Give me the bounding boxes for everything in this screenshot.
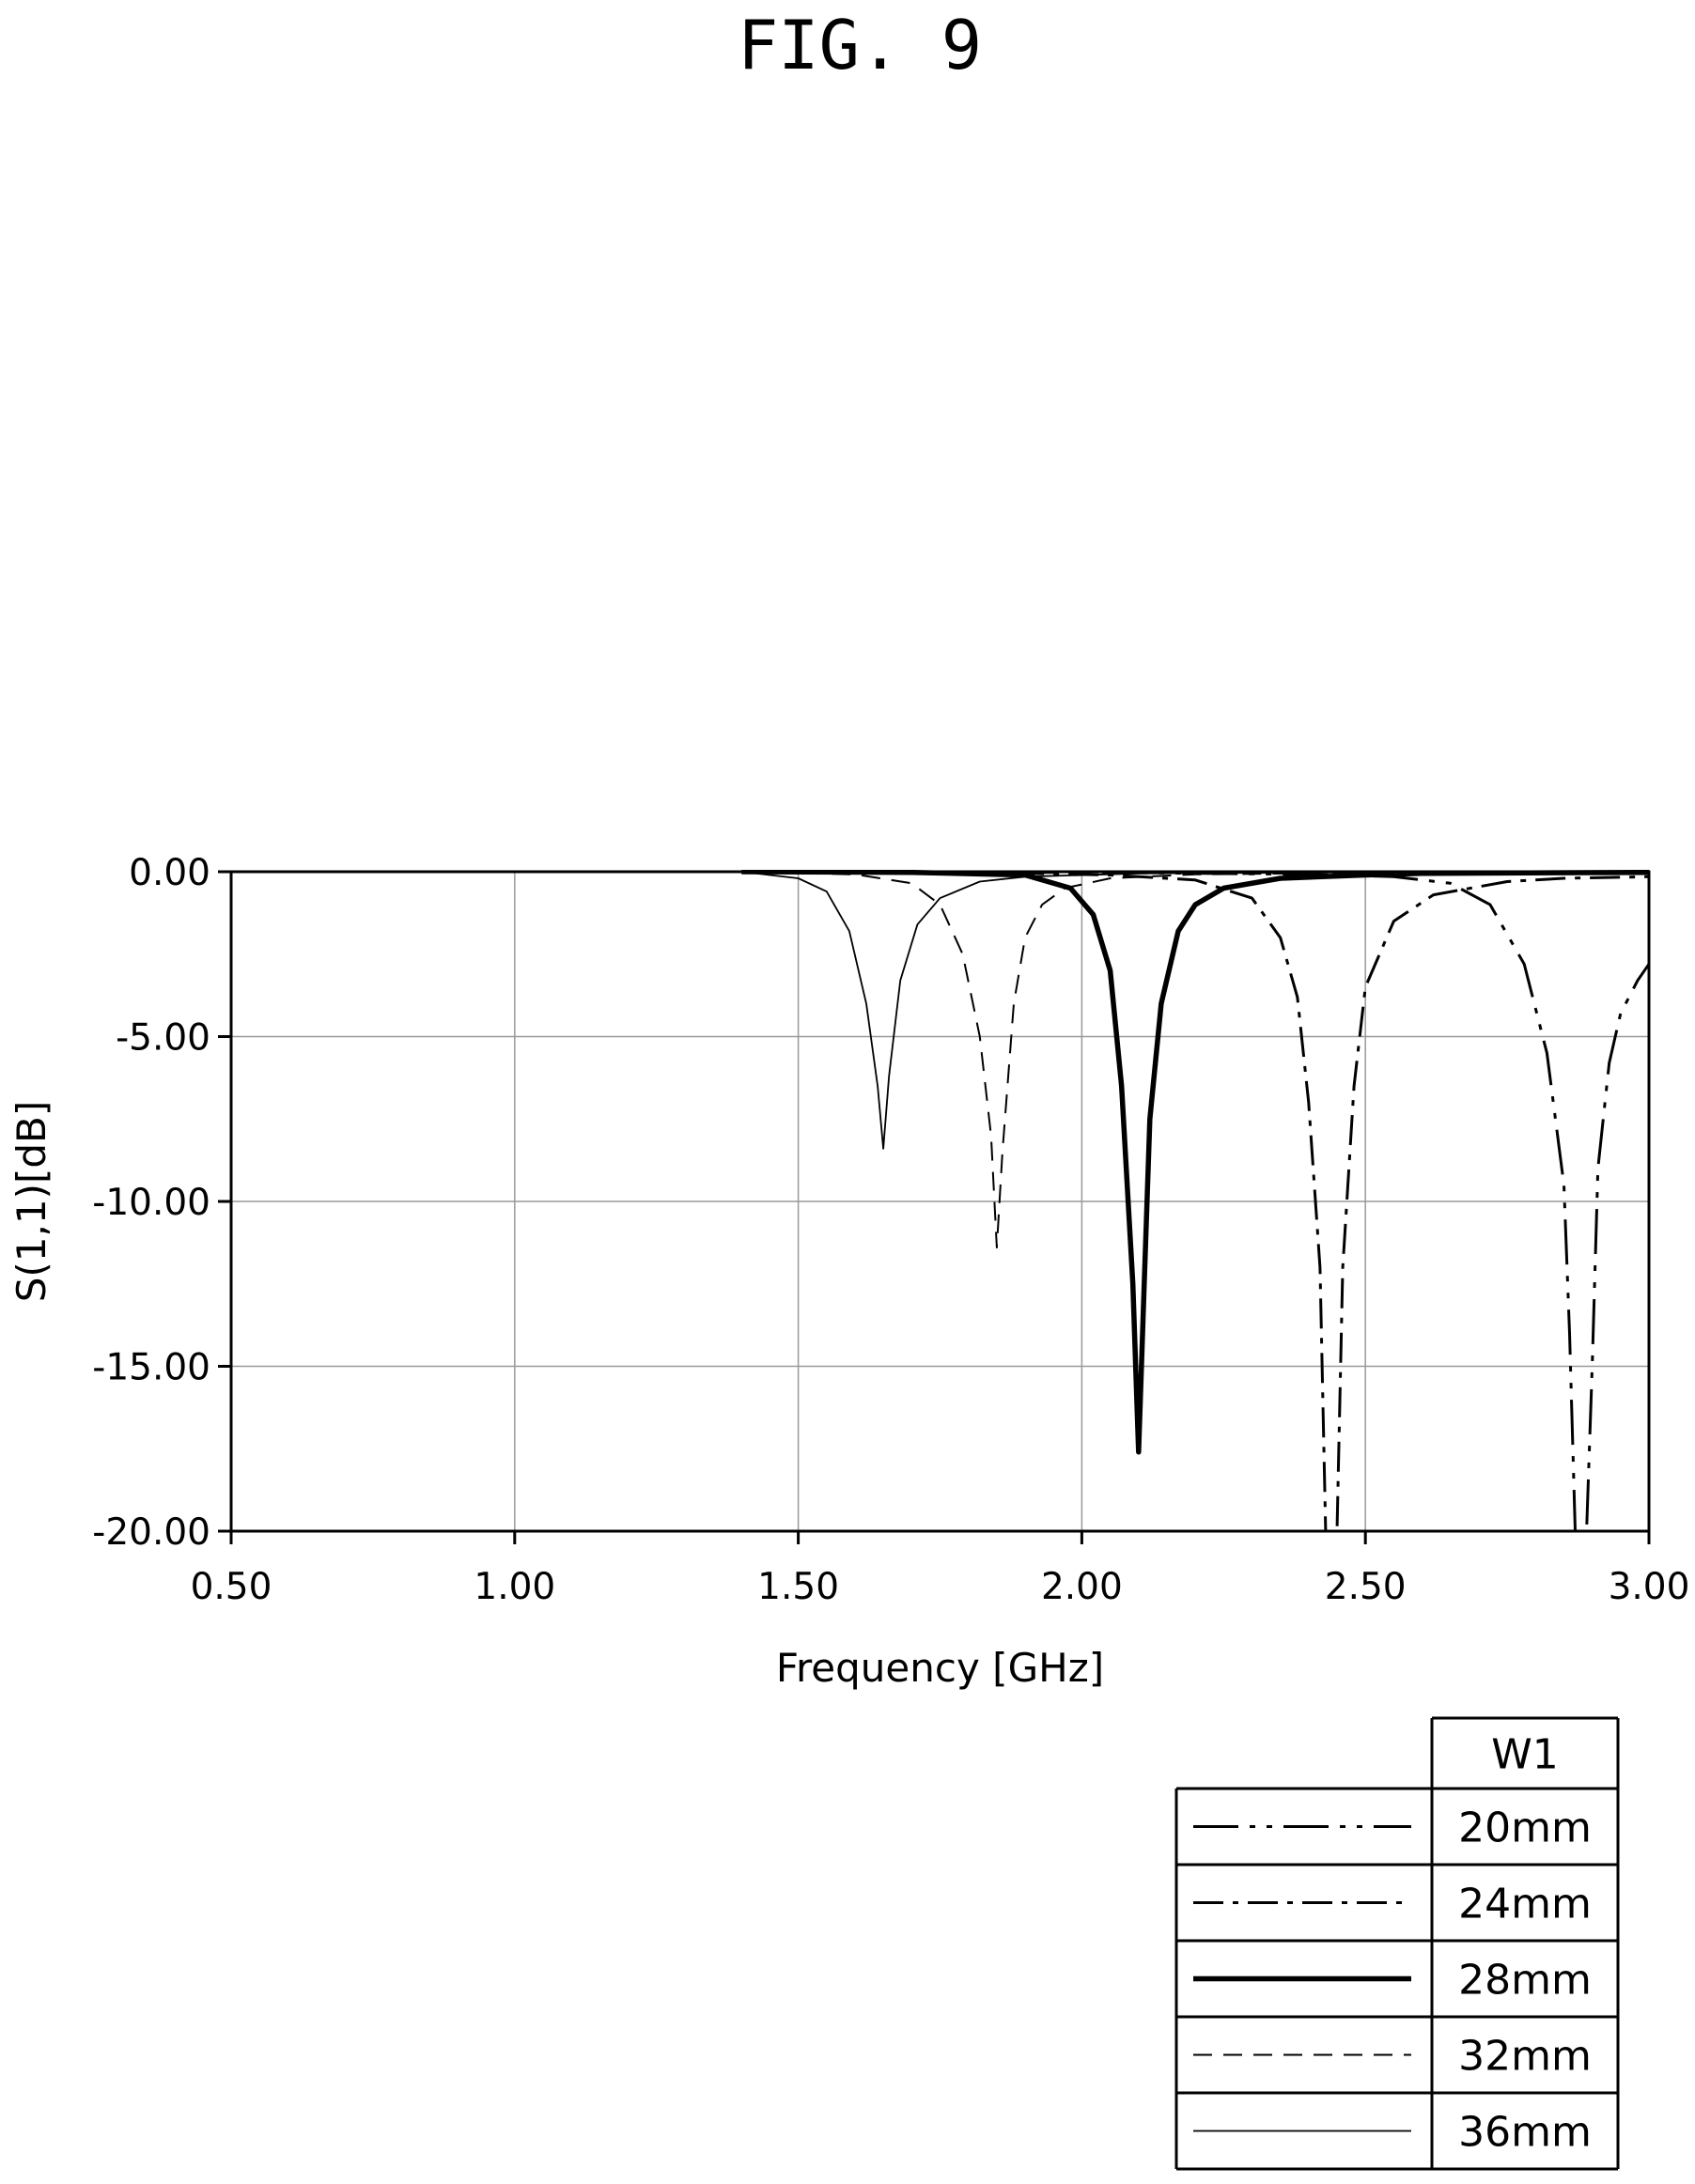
x-tick-label: 1.00 [474,1566,555,1608]
y-tick-label: -20.00 [92,1511,210,1554]
legend-entry-label: 28mm [1458,1957,1592,2005]
legend-header: W1 [1491,1731,1559,1779]
y-tick-label: 0.00 [129,852,210,894]
series-layer [741,870,1649,1531]
y-tick-label: -15.00 [92,1347,210,1389]
x-tick-label: 2.00 [1041,1566,1123,1608]
figure-label: FIG. 9 [738,6,982,85]
series-line-28mm [741,870,1649,1455]
series-line-24mm [741,870,1649,1531]
series-line-20mm [741,870,1649,1531]
y-axis-ticks: 0.00 -5.00 -10.00 -15.00 -20.00 [92,852,231,1554]
legend-entry-label: 24mm [1458,1881,1592,1928]
legend-table: W1 20mm 24mm 28mm 32mm 36mm [1174,1716,1620,2171]
x-axis-ticks: 0.50 1.00 1.50 2.00 2.50 3.00 [191,1531,1690,1608]
legend-entry-label: 20mm [1458,1805,1592,1852]
x-tick-label: 2.50 [1325,1566,1407,1608]
x-tick-label: 3.00 [1609,1566,1690,1608]
plot-grid [230,871,1650,1532]
legend-entry-label: 32mm [1458,2033,1592,2081]
x-tick-label: 0.50 [191,1566,272,1608]
x-tick-label: 1.50 [757,1566,839,1608]
y-tick-label: -10.00 [92,1182,210,1224]
legend-entry-label: 36mm [1458,2109,1592,2157]
y-axis-label: S(1,1)[dB] [8,1101,54,1302]
x-axis-label: Frequency [GHz] [776,1645,1104,1691]
series-line-36mm [741,871,1649,1150]
series-line-32mm [741,871,1649,1249]
y-tick-label: -5.00 [116,1017,210,1060]
